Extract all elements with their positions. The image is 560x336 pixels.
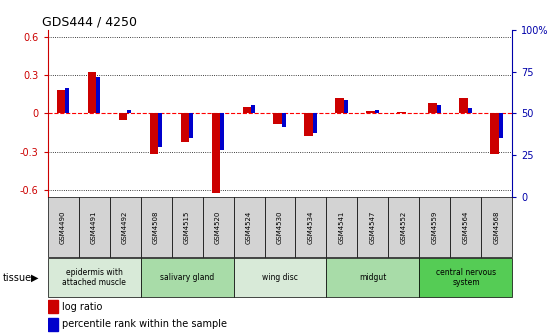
Bar <box>220 114 224 150</box>
Bar <box>171 197 203 257</box>
Bar <box>66 88 69 114</box>
Bar <box>366 111 375 114</box>
Bar <box>127 110 131 114</box>
Bar <box>344 100 348 114</box>
Bar <box>242 107 251 114</box>
Bar <box>203 197 234 257</box>
Text: GSM4508: GSM4508 <box>153 210 159 244</box>
Text: GSM4552: GSM4552 <box>401 211 407 244</box>
Bar <box>450 197 482 257</box>
Bar <box>468 109 472 114</box>
Bar <box>389 197 419 257</box>
Text: ▶: ▶ <box>31 272 38 283</box>
Bar <box>459 98 468 114</box>
Bar <box>234 197 264 257</box>
Bar <box>419 258 512 297</box>
Text: GSM4559: GSM4559 <box>432 210 438 244</box>
Text: GSM4534: GSM4534 <box>308 210 314 244</box>
Bar <box>48 300 58 313</box>
Bar <box>282 114 286 127</box>
Bar <box>264 197 296 257</box>
Bar <box>150 114 158 154</box>
Text: central nervous
system: central nervous system <box>436 268 496 287</box>
Bar <box>96 77 100 114</box>
Text: wing disc: wing disc <box>262 273 298 282</box>
Bar <box>87 73 96 114</box>
Text: epidermis with
attached muscle: epidermis with attached muscle <box>62 268 126 287</box>
Text: GSM4490: GSM4490 <box>60 210 66 244</box>
Bar <box>296 197 326 257</box>
Text: log ratio: log ratio <box>62 302 102 312</box>
Bar <box>428 103 437 114</box>
Text: tissue: tissue <box>3 272 32 283</box>
Text: GSM4524: GSM4524 <box>246 211 252 244</box>
Bar <box>212 114 220 193</box>
Bar <box>180 114 189 141</box>
Bar <box>119 114 127 120</box>
Text: GSM4547: GSM4547 <box>370 210 376 244</box>
Bar <box>326 197 357 257</box>
Bar <box>273 114 282 124</box>
Bar <box>335 98 344 114</box>
Bar <box>375 110 379 114</box>
Bar <box>398 112 406 114</box>
Bar <box>491 114 499 154</box>
Text: GSM4520: GSM4520 <box>215 210 221 244</box>
Bar <box>482 197 512 257</box>
Text: midgut: midgut <box>360 273 386 282</box>
Text: GDS444 / 4250: GDS444 / 4250 <box>42 15 137 28</box>
Text: GSM4491: GSM4491 <box>91 210 97 244</box>
Bar <box>251 105 255 114</box>
Bar <box>305 114 313 136</box>
Text: GSM4564: GSM4564 <box>463 210 469 244</box>
Text: GSM4492: GSM4492 <box>122 210 128 244</box>
Bar <box>499 114 503 138</box>
Bar <box>437 105 441 114</box>
Bar <box>357 197 389 257</box>
Bar <box>48 258 141 297</box>
Bar <box>326 258 419 297</box>
Bar <box>234 258 326 297</box>
Text: GSM4541: GSM4541 <box>339 210 345 244</box>
Text: percentile rank within the sample: percentile rank within the sample <box>62 319 227 329</box>
Bar <box>57 90 66 114</box>
Bar <box>48 318 58 331</box>
Text: GSM4515: GSM4515 <box>184 210 190 244</box>
Text: salivary gland: salivary gland <box>160 273 214 282</box>
Bar <box>78 197 110 257</box>
Text: GSM4568: GSM4568 <box>494 210 500 244</box>
Bar <box>141 258 234 297</box>
Bar <box>48 197 78 257</box>
Bar <box>141 197 171 257</box>
Bar <box>313 114 317 133</box>
Bar <box>158 114 162 146</box>
Bar <box>110 197 141 257</box>
Bar <box>189 114 193 138</box>
Text: GSM4530: GSM4530 <box>277 210 283 244</box>
Bar <box>419 197 450 257</box>
